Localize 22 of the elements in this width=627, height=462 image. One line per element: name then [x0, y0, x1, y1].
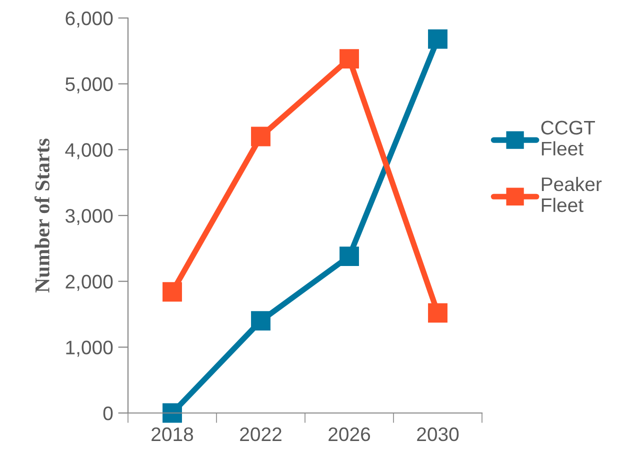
- point: [251, 126, 270, 146]
- x-tick-label: 2022: [240, 427, 282, 442]
- point: [251, 311, 270, 331]
- point: [162, 403, 182, 423]
- point: [428, 303, 448, 323]
- point: [428, 29, 448, 49]
- x-tick-label: 2018: [152, 427, 194, 442]
- point: [340, 49, 359, 69]
- point: [162, 282, 182, 302]
- y-tick-label: 1,000: [66, 340, 113, 357]
- y-tick-label: 3,000: [66, 208, 113, 226]
- x-tick-label: 2026: [328, 427, 370, 442]
- y-tick-label: 0: [103, 406, 113, 420]
- y-tick-label: 5,000: [66, 77, 113, 94]
- x-tick-label: 2030: [417, 427, 459, 442]
- legend-label: Peaker Fleet: [542, 176, 602, 212]
- y-axis-title: Number of Starts: [34, 138, 50, 292]
- y-tick-label: 2,000: [66, 274, 113, 291]
- y-tick-label: 6,000: [66, 11, 113, 28]
- y-tick-label: 4,000: [65, 143, 113, 160]
- legend-label: CCGT Fleet: [541, 120, 595, 156]
- point: [340, 246, 359, 266]
